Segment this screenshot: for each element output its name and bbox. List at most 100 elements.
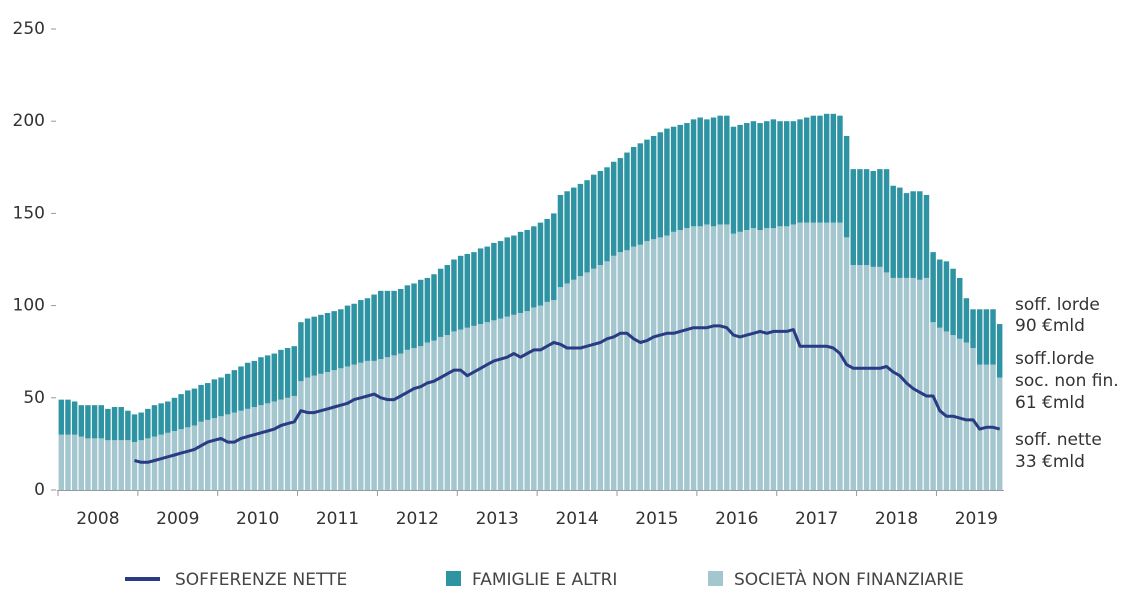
bar: [511, 235, 517, 315]
bar: [843, 135, 850, 238]
bar: [404, 285, 411, 350]
bar: [517, 231, 524, 313]
bar: [185, 427, 191, 490]
x-tick-label: 2010: [236, 509, 279, 529]
bar: [524, 311, 530, 490]
bar: [744, 229, 750, 490]
bar: [477, 324, 484, 490]
bar: [890, 277, 896, 490]
x-tick-label: 2009: [156, 509, 199, 529]
bar: [996, 324, 1003, 378]
bar: [577, 276, 584, 490]
bar: [777, 121, 783, 227]
x-tick-label: 2008: [76, 509, 119, 529]
bar: [610, 255, 617, 490]
y-tick-label: 250: [13, 19, 45, 39]
bar: [125, 440, 131, 490]
bar: [897, 277, 903, 490]
bar: [537, 222, 544, 306]
bar: [291, 346, 297, 396]
x-tick-label: 2011: [316, 509, 359, 529]
bar: [957, 338, 963, 490]
bar: [717, 115, 723, 225]
bar: [484, 246, 490, 323]
bar: [191, 425, 198, 490]
bar: [78, 405, 85, 437]
bar: [238, 410, 244, 490]
bar: [205, 419, 211, 490]
bar: [750, 121, 757, 229]
bar: [617, 158, 624, 253]
bar: [65, 434, 71, 490]
legend-swatch: [446, 571, 461, 586]
x-tick-label: 2019: [955, 509, 998, 529]
bar: [338, 309, 344, 369]
bar: [58, 399, 65, 435]
bar: [963, 298, 970, 343]
bar: [903, 193, 910, 278]
x-tick-label: 2018: [875, 509, 918, 529]
bar: [145, 438, 151, 490]
legend-label: SOFFERENZE NETTE: [175, 570, 347, 590]
bar: [145, 408, 151, 439]
bar: [71, 401, 78, 435]
bar: [837, 115, 843, 223]
bar: [218, 377, 224, 417]
bar: [171, 397, 178, 431]
bar: [131, 442, 138, 490]
x-tick-label: 2017: [795, 509, 838, 529]
bar: [571, 279, 577, 490]
bar: [930, 322, 936, 490]
bar: [644, 139, 650, 242]
bar: [231, 412, 238, 490]
bar: [471, 325, 477, 490]
bar: [111, 440, 118, 490]
x-tick-label: 2015: [635, 509, 678, 529]
bar: [744, 123, 750, 230]
bar: [457, 329, 464, 490]
bar: [737, 124, 743, 232]
bar: [324, 312, 331, 372]
bar: [996, 377, 1003, 490]
bar: [584, 180, 590, 273]
bar: [244, 408, 251, 490]
bar: [98, 405, 104, 439]
bar: [351, 303, 357, 365]
bar: [890, 185, 896, 278]
bar: [957, 277, 963, 339]
bar: [491, 320, 497, 490]
bar: [690, 226, 697, 491]
bar: [677, 124, 683, 230]
bar: [764, 228, 770, 491]
bar: [810, 222, 817, 490]
bar: [85, 438, 91, 490]
y-tick-label: 150: [13, 203, 45, 223]
bar: [477, 248, 484, 325]
bar: [444, 335, 451, 490]
bar: [810, 115, 817, 223]
bar: [364, 360, 371, 490]
bar: [331, 311, 337, 371]
bar: [105, 440, 111, 490]
bar: [803, 117, 810, 223]
y-tick-label: 50: [23, 388, 45, 408]
bar: [78, 436, 85, 490]
bar: [71, 434, 78, 490]
bar: [198, 384, 204, 422]
bar: [730, 233, 737, 490]
bar: [697, 117, 703, 227]
bar: [564, 191, 570, 284]
bar: [351, 364, 357, 490]
bar: [750, 228, 757, 491]
bar: [91, 438, 98, 490]
bar: [65, 399, 71, 435]
bar: [105, 408, 111, 441]
bar: [943, 331, 950, 490]
annotation: soff.lorde: [1015, 349, 1094, 369]
bar: [664, 235, 670, 490]
bar: [118, 407, 124, 441]
bar: [817, 222, 823, 490]
bar: [371, 294, 377, 361]
bar: [417, 279, 424, 347]
